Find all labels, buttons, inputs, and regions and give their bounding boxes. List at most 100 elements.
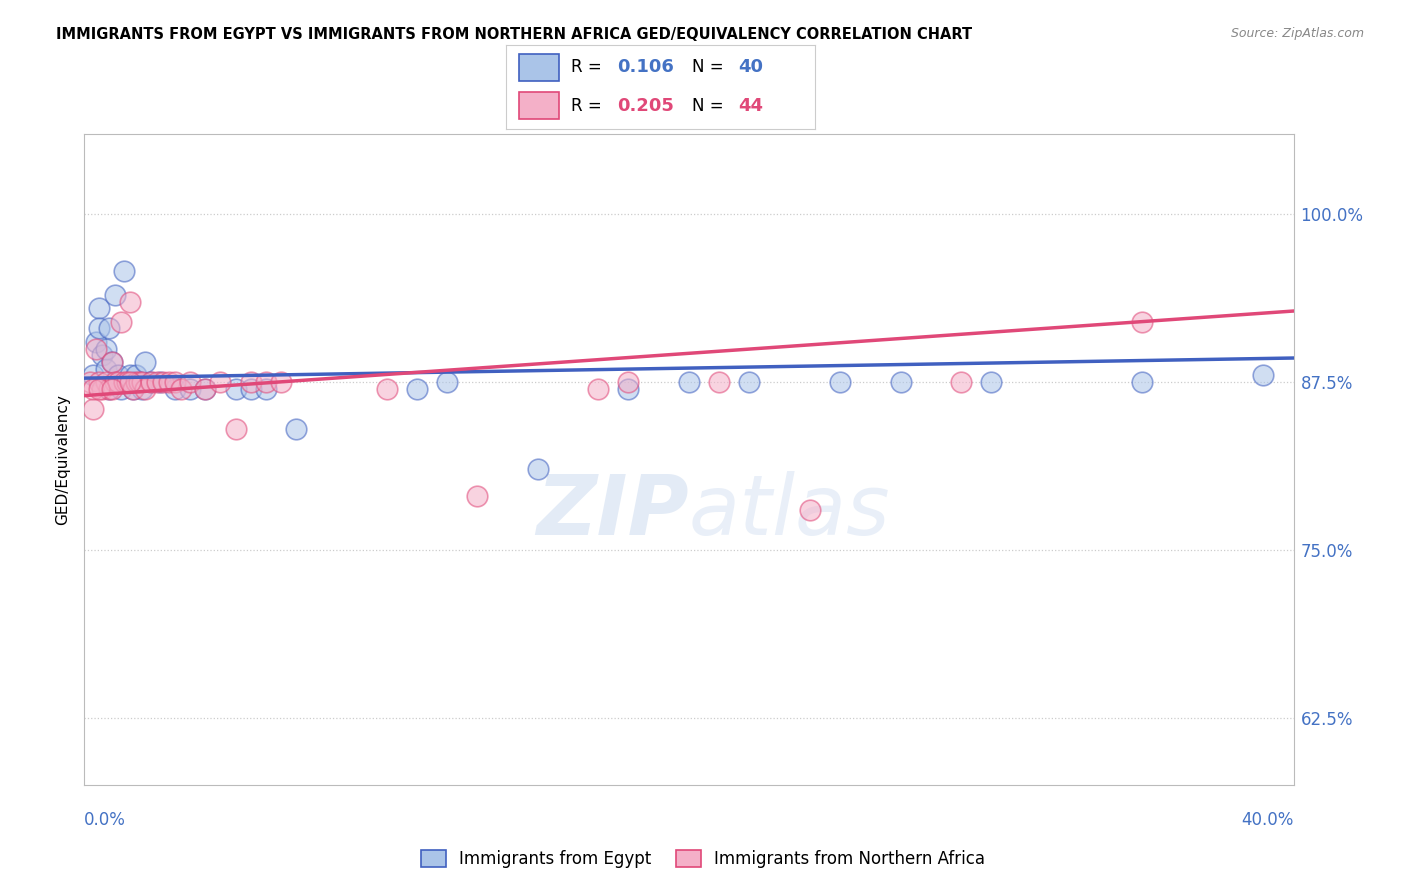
Point bbox=[436, 375, 458, 389]
Point bbox=[118, 294, 141, 309]
Point bbox=[1130, 315, 1153, 329]
Point bbox=[91, 348, 114, 362]
Point bbox=[209, 375, 232, 389]
Point bbox=[110, 382, 132, 396]
Point bbox=[104, 288, 127, 302]
Point bbox=[112, 264, 135, 278]
Point bbox=[82, 382, 104, 396]
Point bbox=[107, 375, 129, 389]
Point bbox=[225, 382, 247, 396]
Text: 0.0%: 0.0% bbox=[84, 811, 127, 829]
Point bbox=[121, 375, 143, 389]
Point bbox=[139, 375, 162, 389]
Point bbox=[950, 375, 973, 389]
Point bbox=[89, 321, 111, 335]
Point bbox=[94, 361, 117, 376]
Point bbox=[225, 422, 247, 436]
Point bbox=[709, 375, 731, 389]
Point bbox=[121, 382, 143, 396]
Point bbox=[678, 375, 700, 389]
Text: 44: 44 bbox=[738, 96, 763, 114]
Point bbox=[128, 375, 150, 389]
Point bbox=[1130, 375, 1153, 389]
Text: atlas: atlas bbox=[689, 471, 890, 552]
Point bbox=[82, 402, 104, 417]
Bar bbox=[519, 54, 558, 81]
Point bbox=[588, 382, 610, 396]
Point bbox=[131, 375, 153, 389]
Point bbox=[110, 315, 132, 329]
Point bbox=[830, 375, 852, 389]
Point bbox=[100, 382, 122, 396]
Point bbox=[157, 375, 180, 389]
Point bbox=[89, 382, 111, 396]
Point bbox=[100, 355, 122, 369]
Point bbox=[890, 375, 912, 389]
Text: ZIP: ZIP bbox=[536, 471, 689, 552]
Point bbox=[170, 382, 193, 396]
Point bbox=[254, 382, 277, 396]
Text: R =: R = bbox=[571, 96, 607, 114]
Point bbox=[179, 382, 201, 396]
Point bbox=[270, 375, 292, 389]
Point bbox=[527, 462, 550, 476]
Point bbox=[107, 368, 129, 383]
Point bbox=[165, 382, 187, 396]
Text: R =: R = bbox=[571, 59, 607, 77]
Text: Source: ZipAtlas.com: Source: ZipAtlas.com bbox=[1230, 27, 1364, 40]
Legend: Immigrants from Egypt, Immigrants from Northern Africa: Immigrants from Egypt, Immigrants from N… bbox=[413, 843, 993, 875]
Point bbox=[194, 382, 217, 396]
Point bbox=[82, 368, 104, 383]
Y-axis label: GED/Equivalency: GED/Equivalency bbox=[55, 394, 70, 524]
Point bbox=[165, 375, 187, 389]
Point bbox=[738, 375, 761, 389]
Bar bbox=[519, 92, 558, 120]
Point bbox=[115, 375, 138, 389]
Point bbox=[121, 382, 143, 396]
Point bbox=[139, 375, 162, 389]
Point bbox=[118, 375, 141, 389]
Point bbox=[179, 375, 201, 389]
Text: 0.106: 0.106 bbox=[617, 59, 675, 77]
Point bbox=[86, 342, 108, 356]
Point bbox=[375, 382, 398, 396]
Point bbox=[94, 375, 117, 389]
Point bbox=[254, 375, 277, 389]
Point bbox=[97, 321, 120, 335]
Text: 40: 40 bbox=[738, 59, 763, 77]
Point bbox=[112, 375, 135, 389]
Point bbox=[617, 382, 640, 396]
Point bbox=[134, 382, 156, 396]
Point bbox=[617, 375, 640, 389]
Point bbox=[94, 342, 117, 356]
Point bbox=[89, 301, 111, 316]
Point bbox=[131, 382, 153, 396]
Point bbox=[89, 375, 111, 389]
Point bbox=[149, 375, 172, 389]
Point bbox=[104, 375, 127, 389]
Point bbox=[194, 382, 217, 396]
Point bbox=[100, 355, 122, 369]
Point bbox=[980, 375, 1002, 389]
Point bbox=[86, 334, 108, 349]
Text: N =: N = bbox=[692, 59, 728, 77]
Point bbox=[146, 375, 169, 389]
Point bbox=[97, 382, 120, 396]
Point bbox=[467, 489, 489, 503]
Text: N =: N = bbox=[692, 96, 728, 114]
Point bbox=[406, 382, 429, 396]
Point bbox=[134, 355, 156, 369]
Text: IMMIGRANTS FROM EGYPT VS IMMIGRANTS FROM NORTHERN AFRICA GED/EQUIVALENCY CORRELA: IMMIGRANTS FROM EGYPT VS IMMIGRANTS FROM… bbox=[56, 27, 973, 42]
Point bbox=[91, 382, 114, 396]
Point bbox=[79, 375, 101, 389]
Point bbox=[239, 382, 262, 396]
Point bbox=[239, 375, 262, 389]
Point bbox=[97, 382, 120, 396]
Text: 40.0%: 40.0% bbox=[1241, 811, 1294, 829]
Point bbox=[1253, 368, 1275, 383]
Point bbox=[152, 375, 174, 389]
Point bbox=[799, 502, 821, 516]
Point bbox=[118, 368, 141, 383]
Point bbox=[285, 422, 308, 436]
Point bbox=[125, 375, 148, 389]
